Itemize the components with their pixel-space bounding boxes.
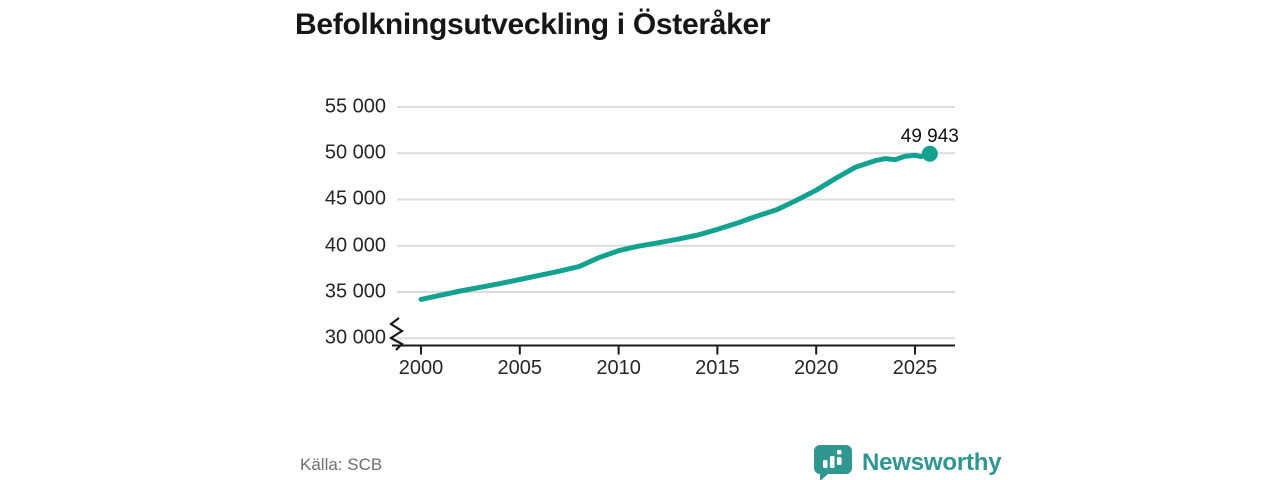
x-axis-tick-label: 2010 [596,357,641,379]
source-note: Källa: SCB [300,455,383,474]
last-data-point [921,145,938,162]
y-axis-break-icon [388,317,405,351]
y-axis-tick-label: 55 000 [324,95,386,118]
x-axis-tick-label: 2020 [793,357,839,379]
y-axis-tick-label: 50 000 [324,141,386,164]
x-axis-tick-label: 2000 [398,357,444,379]
x-axis-tick-label: 2005 [497,357,543,379]
y-axis-tick-label: 30 000 [324,326,386,349]
y-axis-tick-label: 40 000 [324,234,386,257]
newsworthy-wordmark: Newsworthy [862,448,1002,476]
newsworthy-logo-speech-bubble-bars-icon [814,445,852,480]
x-axis-tick-label: 2015 [695,357,740,379]
population-line-series [418,151,933,302]
newsworthy-branding: Newsworthy [813,444,1002,480]
y-axis-tick-label: 35 000 [324,280,386,303]
x-axis-tick-label: 2025 [892,357,938,379]
data-point-label: 49 943 [900,125,959,147]
chart-title: Befolkningsutveckling i Österåker [295,8,771,41]
y-axis-tick-label: 45 000 [324,187,386,210]
